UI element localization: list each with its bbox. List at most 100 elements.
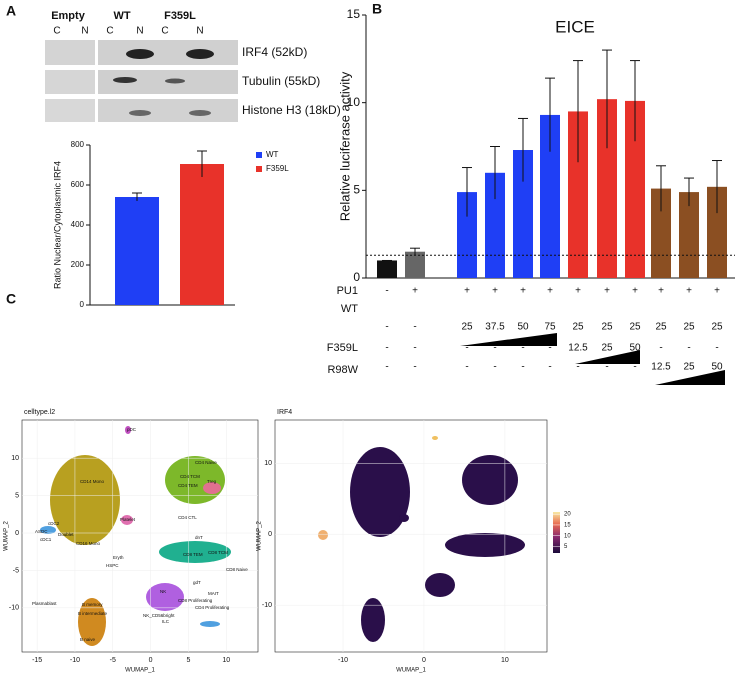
y-tick-label: 0 [80,300,85,309]
cluster-label: NK [160,589,166,594]
legend-label: WT [266,150,279,159]
condition-label: R98W [327,364,358,376]
cluster-label: ILC [162,619,170,624]
y-tick-label: -5 [13,567,19,574]
x-axis-label: WUMAP_1 [396,668,426,674]
condition-value: - [493,362,496,373]
condition-value: 25 [572,322,584,333]
y-axis-label: Relative luciferase activity [337,71,352,221]
panel-label: B [372,1,382,17]
y-tick-label: -10 [9,605,19,612]
condition-value: 12.5 [568,343,588,354]
lane-group: F359L [164,10,196,22]
condition-value: 25 [601,322,613,333]
colorbar [553,512,560,553]
cluster-label: CD14 Mono [80,479,105,484]
condition-value: - [521,362,524,373]
y-tick-label: 600 [71,180,85,189]
lane-label: N [136,26,143,37]
y-tick-label: 10 [264,460,272,467]
condition-value: + [492,286,498,297]
lane-label: N [81,26,88,37]
condition-value: - [548,343,551,354]
y-tick-label: -10 [262,602,272,609]
cluster-label: HSPC [106,563,119,568]
y-tick-label: 0 [268,531,272,538]
condition-value: + [658,286,664,297]
colorbar-tick-label: 20 [564,512,571,518]
x-tick-label: 10 [501,657,509,664]
condition-value: - [493,343,496,354]
cluster-label: B naive [80,637,96,642]
colorbar-tick-label: 5 [564,544,568,550]
legend-swatch [256,166,262,172]
condition-value: + [464,286,470,297]
condition-value: + [575,286,581,297]
cluster-label: Treg [207,479,217,484]
condition-value: - [659,343,662,354]
condition-value: 25 [683,322,695,333]
y-tick-label: 10 [11,455,19,462]
condition-value: + [604,286,610,297]
x-tick-label: 10 [222,657,230,664]
lane-label: C [106,26,113,37]
cluster-label: CD4 Naive [195,460,217,465]
condition-value: + [412,286,418,297]
y-tick-label: 0 [15,530,19,537]
cluster-label: Platelet [120,517,136,522]
plot-frame [274,419,548,653]
umap-clusters [40,426,231,646]
condition-value: - [465,343,468,354]
cluster-label: gdT [193,580,201,585]
cluster-label: CD4 Proliferating [195,605,230,610]
y-tick-label: 200 [71,260,85,269]
cluster-label: B memory [82,602,103,607]
x-tick-label: 0 [422,657,426,664]
cluster-label: dnT [195,535,203,540]
x-tick-label: 0 [149,657,153,664]
y-tick-label: 15 [347,7,361,21]
y-tick-label: 10 [347,95,361,109]
cluster-label: CD4 TCM [180,474,200,479]
condition-value: - [413,343,416,354]
cluster-label: cDC1 [40,537,52,542]
plot-frame [21,419,259,653]
condition-value: - [576,362,579,373]
condition-value: 25 [711,322,723,333]
dose-wedge [460,333,557,346]
lane-group: WT [113,10,130,22]
condition-value: - [385,343,388,354]
condition-value: 25 [461,322,473,333]
bar [115,197,159,305]
chart-title: EICE [555,17,595,36]
condition-value: + [714,286,720,297]
band-label: Histone H3 (18kD) [242,103,341,117]
x-tick-label: -5 [110,657,116,664]
cluster-label: CD8 TEM [183,552,203,557]
cluster-label: CD8 TCM [208,550,228,555]
condition-label: PU1 [337,285,358,297]
condition-value: 25 [655,322,667,333]
condition-value: 50 [629,343,641,354]
y-tick-label: 5 [353,183,360,197]
condition-value: - [605,362,608,373]
condition-value: + [547,286,553,297]
bar [540,114,560,278]
band-label: Tubulin (55kD) [242,74,320,88]
y-tick-label: 0 [353,270,360,284]
condition-value: + [632,286,638,297]
condition-value: 50 [711,362,723,373]
bar [405,251,425,278]
umap-expression [318,436,525,642]
cluster-label: NK_CD56bright [143,613,175,618]
condition-value: - [687,343,690,354]
condition-value: 25 [601,343,613,354]
dose-wedge [655,370,725,385]
dose-wedge [575,350,640,364]
condition-value: 50 [517,322,529,333]
lane-label: N [196,26,203,37]
cluster-label: ASDC [35,529,48,534]
condition-value: - [413,362,416,373]
condition-value: - [385,362,388,373]
condition-label: F359L [327,342,358,354]
